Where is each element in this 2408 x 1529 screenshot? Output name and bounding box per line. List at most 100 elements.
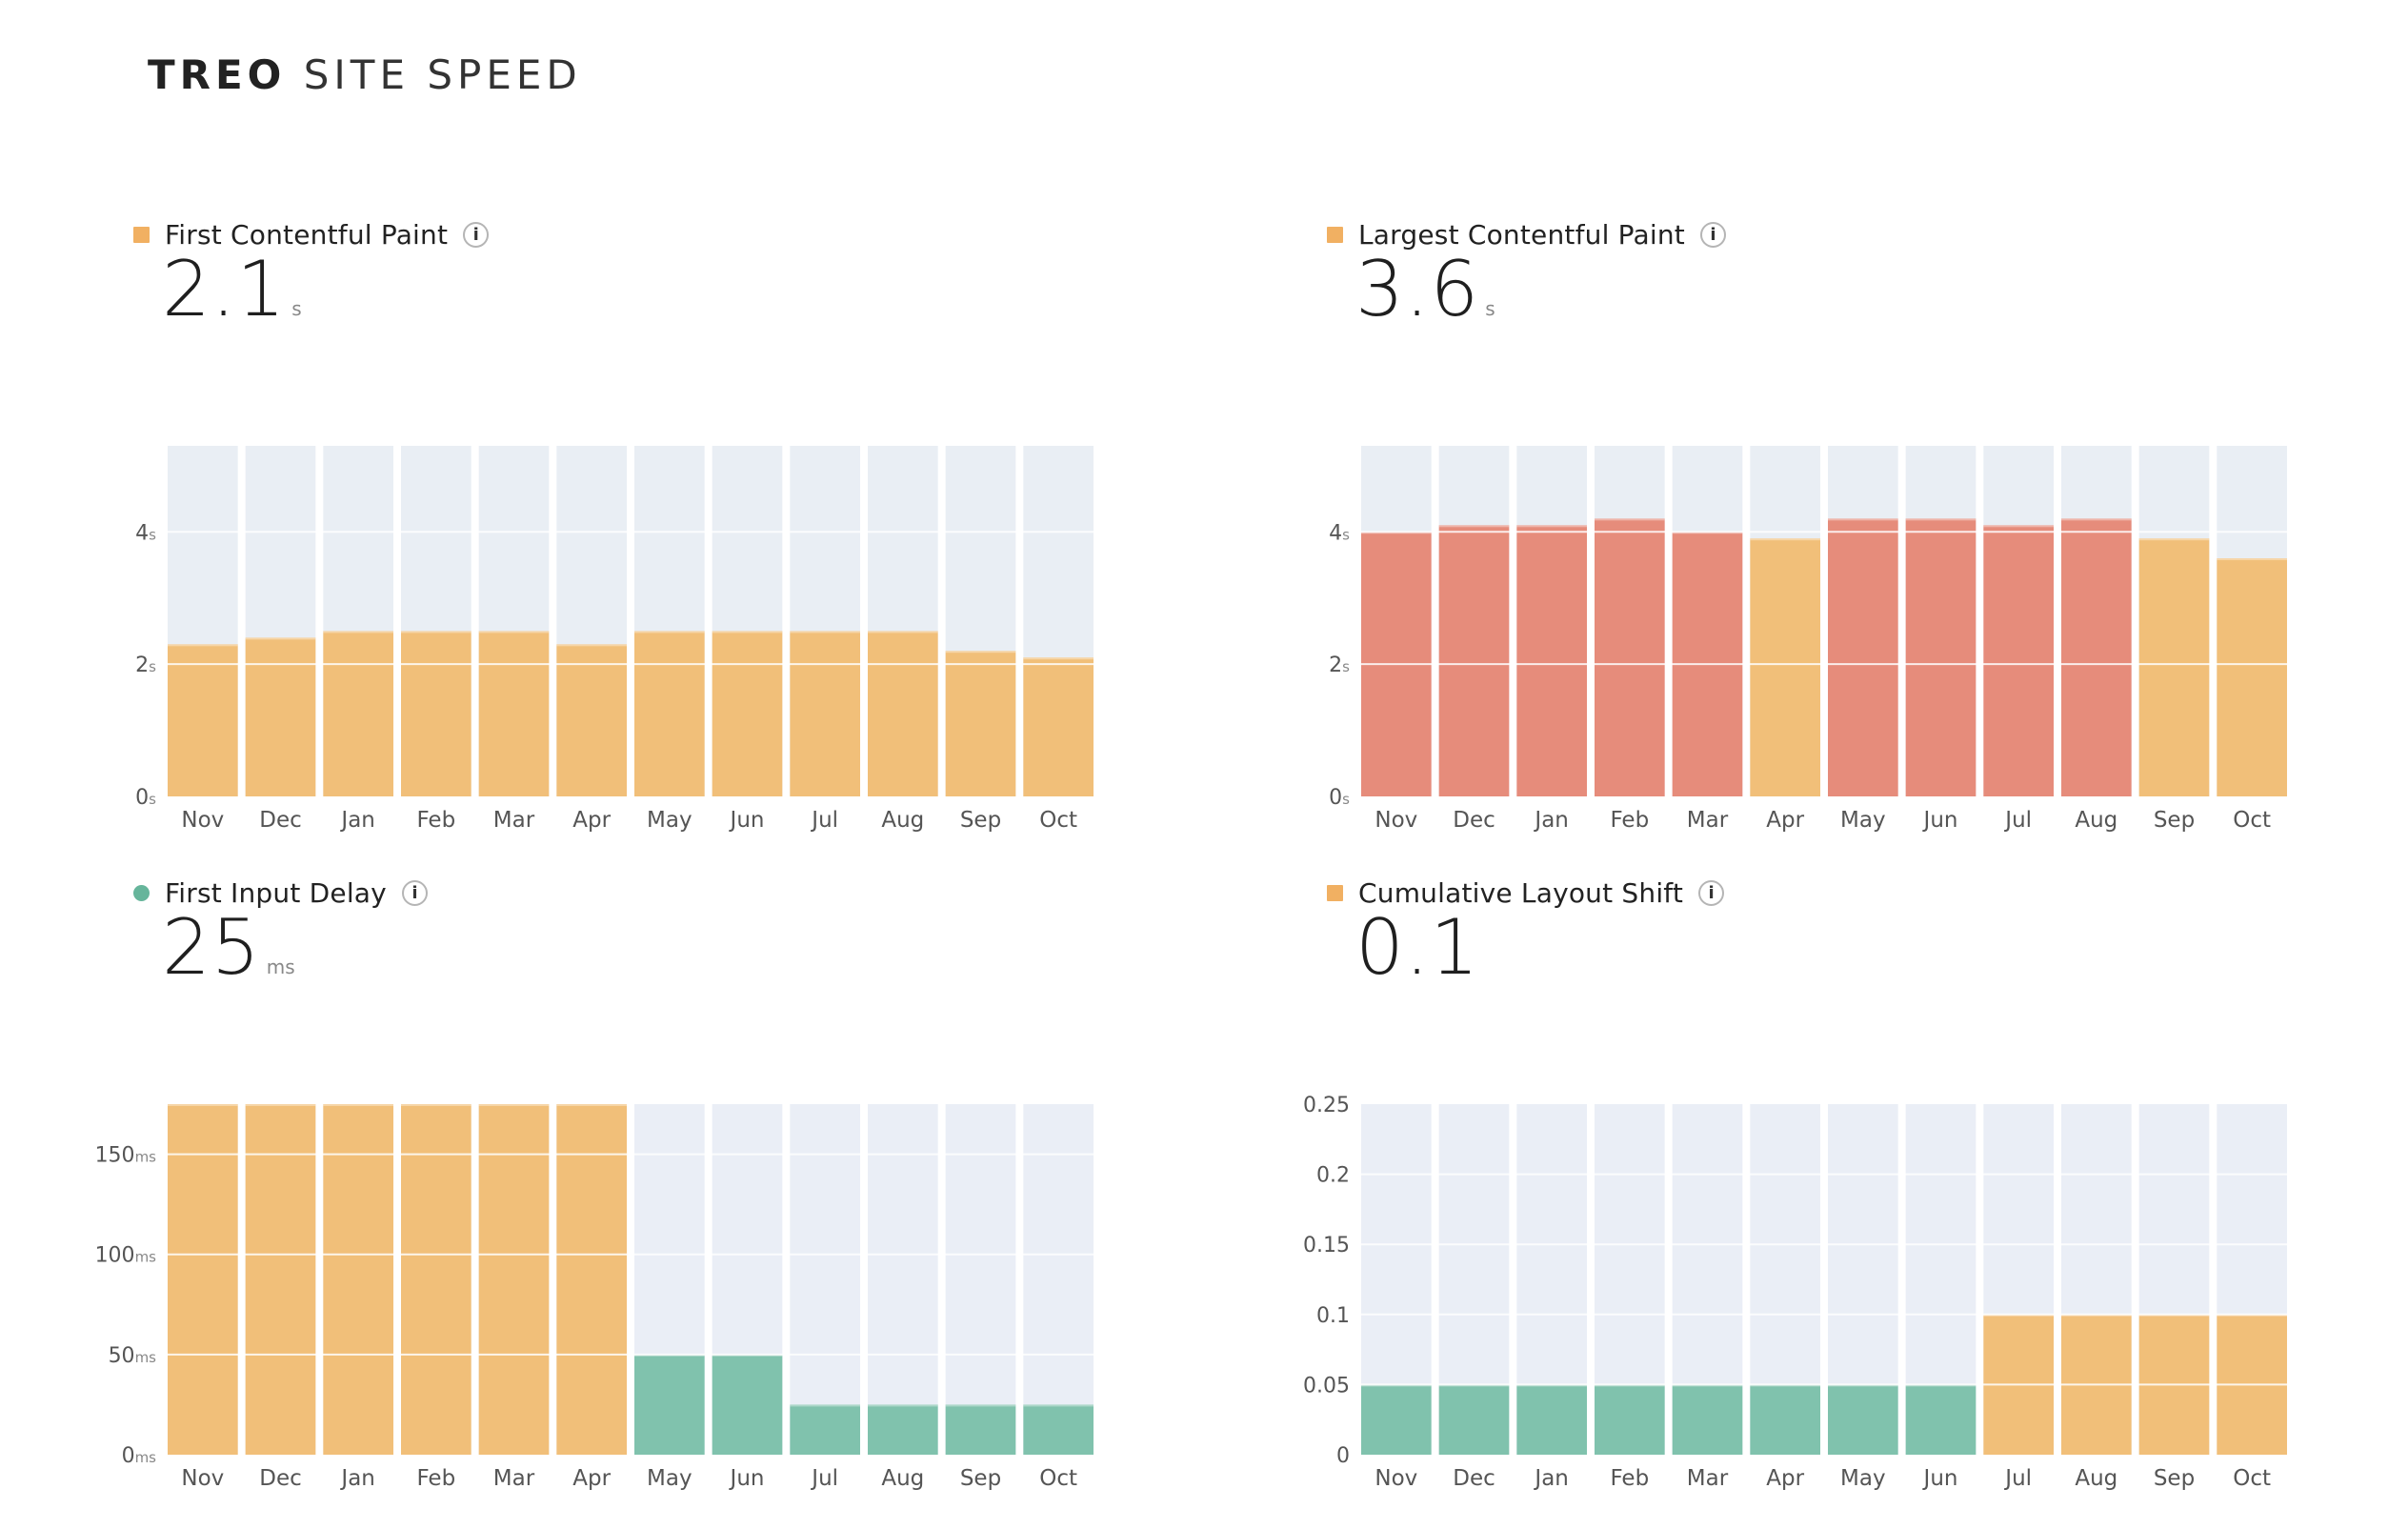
fcp-ytick-label: 0s — [135, 786, 156, 810]
lcp-unit: s — [1485, 297, 1495, 320]
fcp-bar-oct[interactable] — [1023, 657, 1094, 796]
cls-bar-edge — [1516, 1384, 1587, 1387]
fcp-xtick-label: Jun — [729, 808, 765, 833]
fcp-xtick-label: Oct — [1039, 808, 1077, 833]
lcp-ytick-label: 0s — [1329, 786, 1350, 810]
fid-bar-apr[interactable] — [556, 1104, 627, 1455]
lcp-ytick-unit: s — [1342, 526, 1350, 543]
fid-bar-jan[interactable] — [323, 1104, 393, 1455]
fcp-ytick-value: 4 — [135, 521, 149, 545]
lcp-bar-jun[interactable] — [1905, 518, 1977, 796]
lcp-bar-oct[interactable] — [2217, 558, 2287, 796]
fcp-bar-sep[interactable] — [945, 651, 1016, 796]
cls-title: Cumulative Layout Shift — [1358, 876, 1684, 909]
brand-name-light: SITE SPEED — [303, 51, 582, 98]
lcp-bar-edge — [1828, 518, 1898, 521]
fcp-bar-may[interactable] — [634, 631, 705, 796]
lcp-bar-may[interactable] — [1828, 518, 1898, 796]
fid-value: 25 — [162, 903, 261, 992]
cls-bar-edge — [1905, 1384, 1977, 1387]
fid-xtick-label: Jun — [729, 1466, 765, 1491]
cls-bar-jan[interactable] — [1516, 1384, 1587, 1455]
fid-bar-edge — [323, 1104, 393, 1106]
cls-bar-jun[interactable] — [1905, 1384, 1977, 1455]
info-icon[interactable]: i — [1699, 221, 1726, 248]
fcp-bar-jun[interactable] — [712, 631, 783, 796]
fid-bar-sep[interactable] — [945, 1404, 1016, 1455]
fid-bars — [168, 1104, 1094, 1455]
fid-bar-oct[interactable] — [1023, 1404, 1094, 1455]
fcp-ytick-unit: s — [149, 658, 156, 675]
cls-ytick-label: 0.25 — [1303, 1094, 1350, 1117]
info-icon[interactable]: i — [463, 221, 490, 248]
fcp-bar-mar[interactable] — [478, 631, 550, 796]
fid-ytick-label: 150ms — [95, 1144, 157, 1168]
fcp-xtick-label: Mar — [493, 808, 535, 833]
fid-ytick-label: 100ms — [95, 1244, 157, 1268]
lcp-bar-aug[interactable] — [2061, 518, 2132, 796]
cls-ytick-value: 0.05 — [1303, 1374, 1350, 1398]
lcp-bar-sep[interactable] — [2138, 538, 2210, 796]
cls-bar-feb[interactable] — [1595, 1384, 1665, 1455]
lcp-xtick-label: Jan — [1533, 808, 1568, 833]
info-icon[interactable]: i — [1698, 879, 1725, 906]
lcp-xtick-label: Feb — [1610, 808, 1649, 833]
fcp-bar-jan[interactable] — [323, 631, 393, 796]
brand-name-bold: TREO — [148, 51, 287, 98]
lcp-bar-jan[interactable] — [1516, 525, 1587, 796]
fcp-bar-feb[interactable] — [401, 631, 472, 796]
fcp-xtick-label: May — [647, 808, 692, 833]
fid-bar-dec[interactable] — [245, 1104, 316, 1455]
fid-bar-nov[interactable] — [168, 1104, 238, 1455]
fid-bar-aug[interactable] — [868, 1404, 938, 1455]
lcp-bar-feb[interactable] — [1595, 518, 1665, 796]
fid-bar-edge — [556, 1104, 627, 1106]
fid-bar-jun[interactable] — [712, 1354, 783, 1455]
lcp-xtick-label: Oct — [2233, 808, 2271, 833]
fcp-bar-dec[interactable] — [245, 637, 316, 796]
fcp-xtick-label: Sep — [960, 808, 1001, 833]
fcp-value: 2.1 — [162, 245, 287, 333]
info-icon[interactable]: i — [401, 879, 428, 906]
cls-bar-nov[interactable] — [1361, 1384, 1432, 1455]
fcp-bar-nov[interactable] — [168, 644, 238, 796]
lcp-xtick-label: Jun — [1922, 808, 1958, 833]
cls-xtick-label: Nov — [1375, 1466, 1417, 1491]
cls-ytick-value: 0.25 — [1303, 1094, 1350, 1117]
fid-bar-may[interactable] — [634, 1354, 705, 1455]
fcp-unit: s — [291, 297, 302, 320]
lcp-bar-jul[interactable] — [1983, 525, 2054, 796]
cls-bar-mar[interactable] — [1672, 1384, 1743, 1455]
fcp-xtick-label: Apr — [572, 808, 611, 833]
fcp-xtick-label: Nov — [181, 808, 224, 833]
fid-bar-edge — [478, 1104, 550, 1106]
fcp-ytick-value: 0 — [135, 786, 149, 810]
cls-panel: Cumulative Layout Shift i 0.1 0 0.05 0.1 0.… — [1303, 872, 2365, 1491]
cls-xtick-label: Aug — [2075, 1466, 2117, 1491]
cls-bar-apr[interactable] — [1750, 1384, 1820, 1455]
fid-bar-mar[interactable] — [478, 1104, 550, 1455]
fid-ytick-value: 100 — [95, 1244, 135, 1268]
lcp-xtick-label: Sep — [2154, 808, 2195, 833]
cls-ytick-value: 0.15 — [1303, 1234, 1350, 1257]
cls-xtick-label: Jul — [2003, 1466, 2032, 1491]
cls-ytick-value: 0.1 — [1316, 1304, 1350, 1328]
cls-bar-dec[interactable] — [1438, 1384, 1510, 1455]
cls-bar-may[interactable] — [1828, 1384, 1898, 1455]
lcp-bar-apr[interactable] — [1750, 538, 1820, 796]
lcp-bar-dec[interactable] — [1438, 525, 1510, 796]
fcp-bar-edge — [245, 637, 316, 640]
fid-bar-jul[interactable] — [790, 1404, 860, 1455]
lcp-bar-edge — [1983, 525, 2054, 528]
lcp-xtick-label: Nov — [1375, 808, 1417, 833]
lcp-xtick-label: Aug — [2075, 808, 2117, 833]
fid-xtick-label: May — [647, 1466, 692, 1491]
fcp-bar-apr[interactable] — [556, 644, 627, 796]
fcp-bar-jul[interactable] — [790, 631, 860, 796]
fid-bar-feb[interactable] — [401, 1104, 472, 1455]
lcp-value-display: 3.6 s — [1355, 251, 1495, 328]
lcp-bar-edge — [1595, 518, 1665, 521]
lcp-ytick-unit: s — [1342, 791, 1350, 808]
cls-value-display: 0.1 — [1355, 910, 1485, 986]
fcp-bar-aug[interactable] — [868, 631, 938, 796]
